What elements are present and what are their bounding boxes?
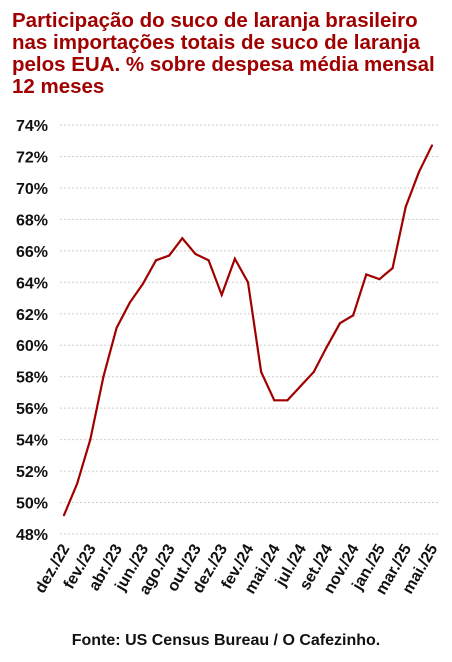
- data-point: [352, 314, 355, 317]
- data-point: [168, 254, 171, 257]
- y-tick-label: 60%: [16, 338, 48, 355]
- data-point: [325, 345, 328, 348]
- data-point: [220, 293, 223, 296]
- series-line: [62, 144, 433, 516]
- data-point: [404, 205, 407, 208]
- data-point: [62, 514, 66, 517]
- data-point: [273, 399, 276, 402]
- y-axis: 48% 50% 52% 54% 56% 58% 60% 62% 64% 66% 68% 70% 72% 7…: [16, 118, 48, 544]
- chart-title: Participação do suco de laranja brasilei…: [12, 9, 435, 98]
- data-point: [154, 259, 158, 262]
- data-point: [233, 257, 236, 260]
- data-point: [76, 482, 79, 485]
- y-tick-label: 74%: [16, 118, 48, 135]
- data-point: [194, 252, 197, 256]
- data-point: [260, 370, 263, 374]
- y-tick-label: 58%: [16, 370, 48, 387]
- y-tick-label: 64%: [16, 275, 48, 292]
- y-tick-label: 72%: [16, 149, 48, 166]
- y-tick-label: 70%: [16, 181, 48, 198]
- data-point: [181, 237, 184, 240]
- y-tick-label: 62%: [16, 307, 48, 324]
- y-tick-label: 66%: [16, 244, 48, 261]
- x-axis: dez./22fev./23abr./23jun./23ago./23out./…: [32, 541, 441, 597]
- data-point: [299, 385, 302, 388]
- data-point: [338, 322, 342, 325]
- data-point: [391, 267, 394, 270]
- data-point: [102, 375, 105, 378]
- y-tick-label: 54%: [16, 433, 48, 450]
- data-point: [417, 171, 420, 174]
- data-point: [312, 370, 315, 374]
- data-point: [115, 326, 118, 330]
- chart-source: Fonte: US Census Bureau / O Cafezinho.: [71, 632, 381, 649]
- series-layer: [62, 144, 434, 517]
- data-point: [141, 282, 144, 285]
- data-point: [365, 273, 368, 276]
- y-tick-label: 50%: [16, 496, 48, 513]
- data-point: [207, 259, 210, 262]
- data-point: [286, 399, 289, 402]
- data-point: [378, 278, 381, 281]
- data-point: [89, 438, 92, 441]
- y-tick-label: 52%: [16, 464, 48, 481]
- y-tick-label: 56%: [16, 401, 48, 418]
- data-point: [246, 281, 250, 284]
- y-tick-label: 48%: [16, 527, 48, 544]
- data-point: [128, 301, 131, 304]
- data-point: [430, 144, 434, 147]
- y-tick-label: 68%: [16, 212, 48, 229]
